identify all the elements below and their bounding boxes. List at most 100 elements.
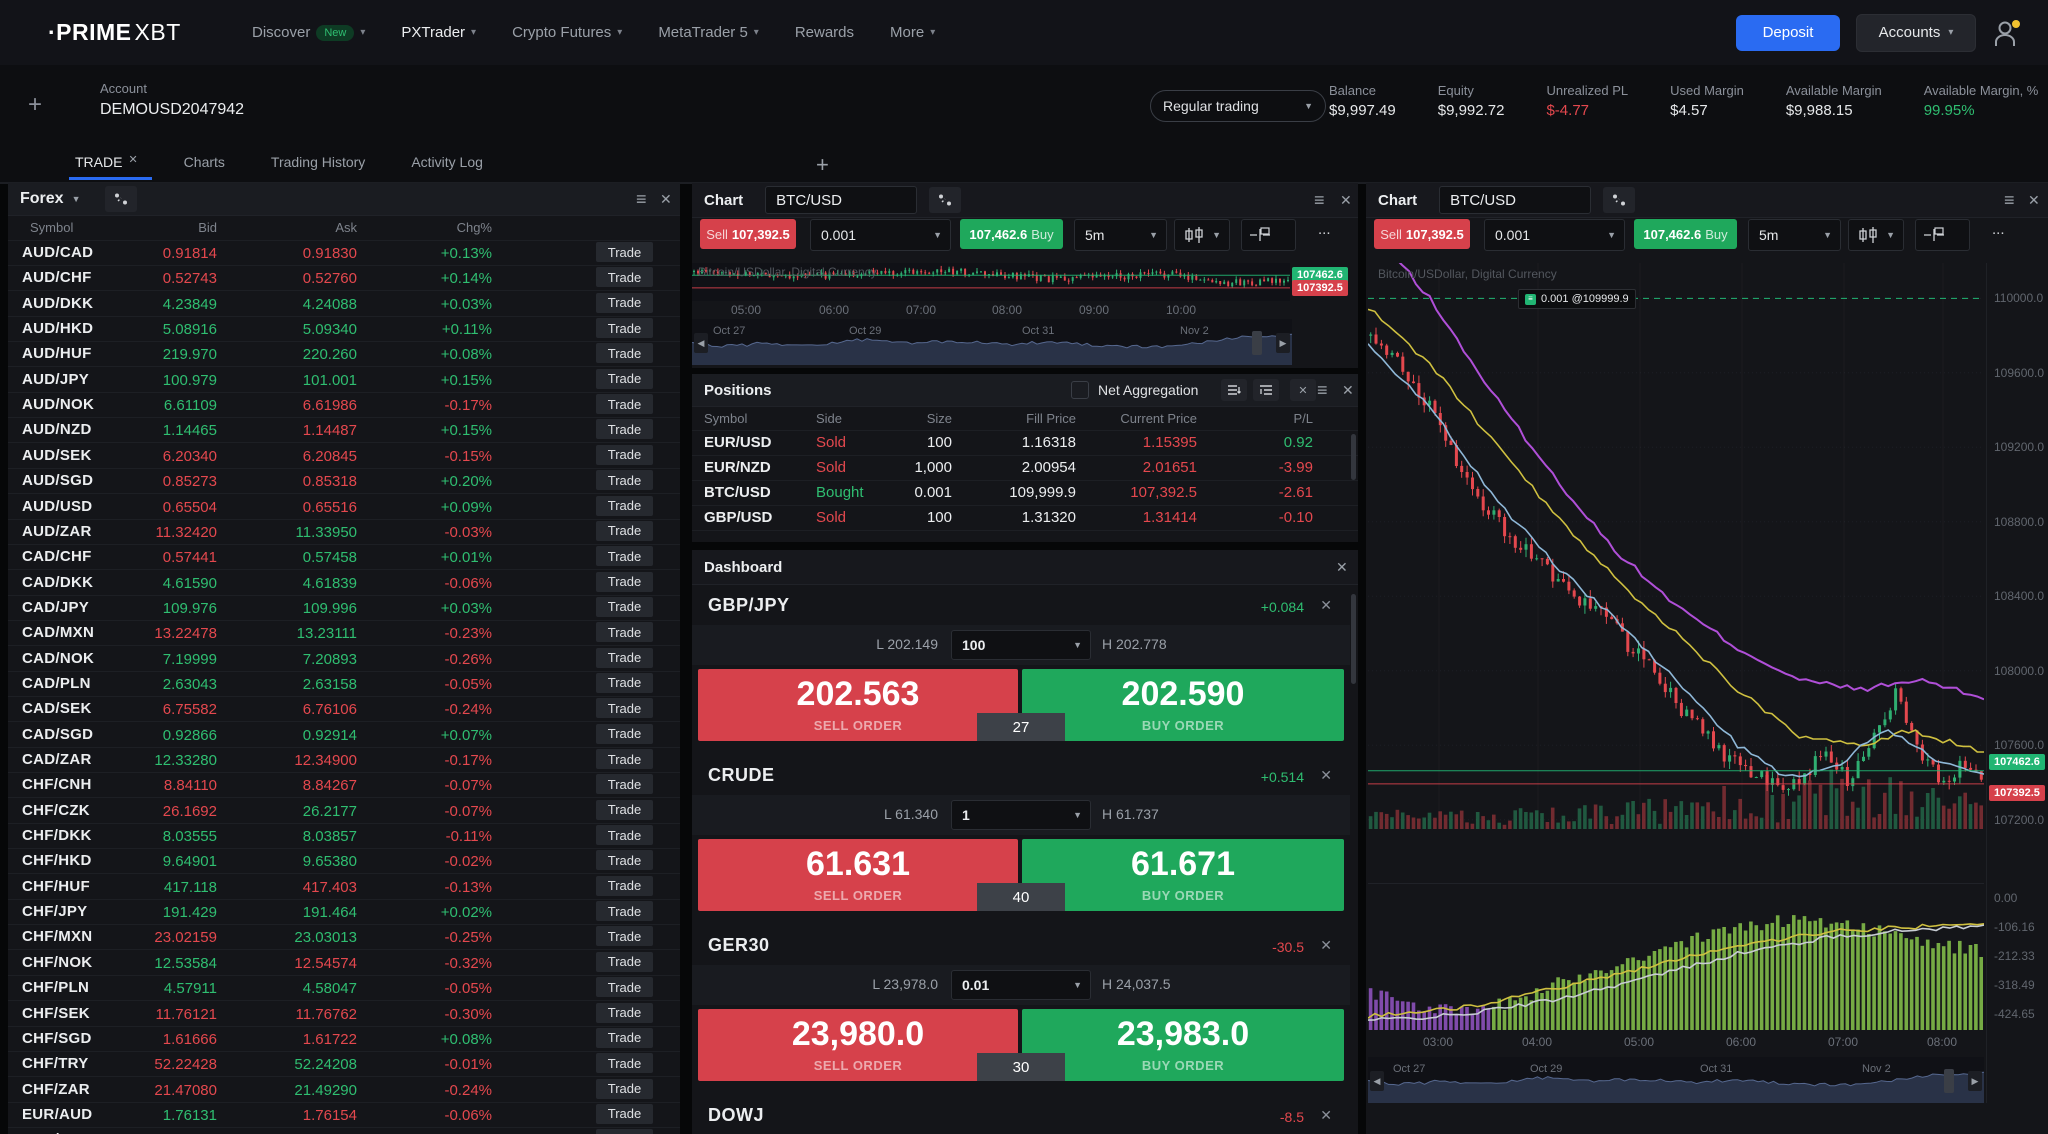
sell-button[interactable]: Sell 107,392.5 bbox=[1374, 219, 1470, 249]
navigator-left-arrow[interactable]: ◀ bbox=[694, 333, 708, 353]
trade-button[interactable]: Trade bbox=[596, 571, 653, 592]
positions-scrollbar[interactable] bbox=[1351, 434, 1356, 480]
trade-button[interactable]: Trade bbox=[596, 698, 653, 719]
table-row[interactable]: CHF/SGD 1.61666 1.61722 +0.08% Trade bbox=[8, 1026, 680, 1052]
symbol-link-icon[interactable] bbox=[104, 186, 137, 212]
widget-close-icon[interactable]: ✕ bbox=[1320, 767, 1332, 783]
nav-item-more[interactable]: More ▾ bbox=[890, 24, 935, 41]
dashboard-scrollbar[interactable] bbox=[1351, 594, 1356, 684]
table-row[interactable]: BTC/USD Bought 0.001 109,999.9 107,392.5 -2.6… bbox=[692, 480, 1358, 506]
navigator-left-arrow[interactable]: ◀ bbox=[1370, 1071, 1384, 1091]
panel-menu-icon[interactable]: ≡ bbox=[1314, 189, 1325, 210]
table-row[interactable]: AUD/NZD 1.14465 1.14487 +0.15% Trade bbox=[8, 417, 680, 444]
trade-button[interactable]: Trade bbox=[596, 520, 653, 541]
table-row[interactable]: CHF/CNH 8.84110 8.84267 -0.07% Trade bbox=[8, 772, 680, 799]
table-row[interactable]: CHF/SEK 11.76121 11.76762 -0.30% Trade bbox=[8, 1001, 680, 1027]
deposit-button[interactable]: Deposit bbox=[1736, 14, 1840, 51]
trade-button[interactable]: Trade bbox=[596, 368, 653, 389]
close-all-positions-icon[interactable]: ✕ bbox=[1290, 379, 1316, 401]
table-row[interactable]: CHF/CZK 26.1692 26.2177 -0.07% Trade bbox=[8, 798, 680, 824]
trade-button[interactable]: Trade bbox=[596, 749, 653, 769]
mini-candle-chart[interactable]: Bitcoin/USDollar, Digital Currency bbox=[692, 263, 1290, 301]
table-row[interactable]: CHF/MXN 23.02159 23.03013 -0.25% Trade bbox=[8, 924, 680, 951]
quantity-selector[interactable]: 100 ▼ bbox=[951, 630, 1091, 660]
table-row[interactable]: CAD/NOK 7.19999 7.20893 -0.26% Trade bbox=[8, 646, 680, 672]
trade-button[interactable]: Trade bbox=[596, 622, 653, 643]
order-line-style-selector[interactable] bbox=[1241, 219, 1296, 251]
table-row[interactable]: AUD/USD 0.65504 0.65516 +0.09% Trade bbox=[8, 494, 680, 520]
table-row[interactable]: AUD/HKD 5.08916 5.09340 +0.11% Trade bbox=[8, 316, 680, 343]
table-row[interactable]: CHF/HKD 9.64901 9.65380 -0.02% Trade bbox=[8, 848, 680, 875]
symbol-link-icon[interactable] bbox=[1603, 187, 1636, 213]
trading-mode-selector[interactable]: Regular trading ▼ bbox=[1150, 90, 1326, 122]
aggregate-list-icon[interactable] bbox=[1221, 379, 1247, 401]
trade-button[interactable]: Trade bbox=[596, 647, 653, 668]
table-row[interactable]: EUR/USD Sold 100 1.16318 1.15395 0.92 bbox=[692, 430, 1358, 456]
panel-close-icon[interactable]: ✕ bbox=[1336, 558, 1348, 575]
trade-button[interactable]: Trade bbox=[596, 267, 653, 288]
timeframe-selector[interactable]: 5m ▼ bbox=[1748, 219, 1841, 251]
navigator-right-arrow[interactable]: ▶ bbox=[1968, 1071, 1982, 1091]
tab-activity-log[interactable]: Activity Log bbox=[411, 154, 483, 180]
panel-menu-icon[interactable]: ≡ bbox=[636, 188, 647, 209]
table-row[interactable]: CAD/ZAR 12.33280 12.34900 -0.17% Trade bbox=[8, 747, 680, 773]
net-aggregation-checkbox[interactable] bbox=[1071, 381, 1089, 399]
col-chg[interactable]: Chg% bbox=[456, 220, 492, 235]
table-row[interactable]: CAD/SGD 0.92866 0.92914 +0.07% Trade bbox=[8, 722, 680, 748]
tab-close-icon[interactable]: ✕ bbox=[128, 154, 138, 166]
order-line-style-selector[interactable] bbox=[1915, 219, 1970, 251]
trade-button[interactable]: Trade bbox=[596, 1002, 653, 1023]
trade-button[interactable]: Trade bbox=[596, 546, 653, 567]
table-row[interactable]: CHF/HUF 417.118 417.403 -0.13% Trade bbox=[8, 874, 680, 900]
tab-trading-history[interactable]: Trading History bbox=[271, 154, 365, 180]
trade-button[interactable]: Trade bbox=[596, 672, 653, 693]
navigator-right-arrow[interactable]: ▶ bbox=[1276, 333, 1290, 353]
table-row[interactable]: AUD/JPY 100.979 101.001 +0.15% Trade bbox=[8, 367, 680, 393]
profile-button[interactable] bbox=[1992, 18, 2020, 48]
accounts-button[interactable]: Accounts ▾ bbox=[1856, 13, 1976, 52]
trade-button[interactable]: Trade bbox=[596, 825, 653, 846]
trade-button[interactable]: Trade bbox=[596, 394, 653, 415]
quantity-selector[interactable]: 0.001 ▼ bbox=[1484, 219, 1625, 251]
buy-button[interactable]: 107,462.6 Buy bbox=[1634, 219, 1737, 249]
quantity-selector[interactable]: 1 ▼ bbox=[951, 800, 1091, 830]
symbol-link-icon[interactable] bbox=[929, 187, 962, 213]
navigator-handle[interactable] bbox=[1944, 1069, 1954, 1093]
quantity-selector[interactable]: 0.001 ▼ bbox=[810, 219, 951, 251]
table-row[interactable]: AUD/CHF 0.52743 0.52760 +0.14% Trade bbox=[8, 265, 680, 292]
nav-item-pxtrader[interactable]: PXTrader ▾ bbox=[401, 24, 476, 41]
main-chart-navigator[interactable]: Oct 27 Oct 29 Oct 31 Nov 2 ◀ ▶ bbox=[1368, 1057, 1984, 1103]
quantity-selector[interactable]: 0.01 ▼ bbox=[951, 970, 1091, 1000]
table-row[interactable]: AUD/SEK 6.20340 6.20845 -0.15% Trade bbox=[8, 443, 680, 469]
sell-button[interactable]: Sell 107,392.5 bbox=[700, 219, 796, 249]
table-row[interactable]: CHF/NOK 12.53584 12.54574 -0.32% Trade bbox=[8, 950, 680, 976]
col-ask[interactable]: Ask bbox=[335, 220, 357, 235]
trade-button[interactable]: Trade bbox=[596, 1078, 653, 1099]
trade-button[interactable]: Trade bbox=[596, 799, 653, 820]
table-row[interactable]: CAD/CHF 0.57441 0.57458 +0.01% Trade bbox=[8, 544, 680, 571]
trade-button[interactable]: Trade bbox=[596, 343, 653, 364]
table-row[interactable]: AUD/DKK 4.23849 4.24088 +0.03% Trade bbox=[8, 291, 680, 317]
trade-button[interactable]: Trade bbox=[596, 1103, 653, 1124]
nav-item-metatrader-5[interactable]: MetaTrader 5 ▾ bbox=[658, 24, 759, 41]
trade-button[interactable]: Trade bbox=[596, 977, 653, 998]
panel-close-icon[interactable]: ✕ bbox=[1340, 191, 1352, 208]
table-row[interactable]: AUD/ZAR 11.32420 11.33950 -0.03% Trade bbox=[8, 519, 680, 545]
mini-chart-navigator[interactable]: Oct 27 Oct 29 Oct 31 Nov 2 ◀ ▶ bbox=[692, 319, 1292, 365]
navigator-handle[interactable] bbox=[1252, 331, 1262, 355]
trade-button[interactable]: Trade bbox=[596, 901, 653, 922]
watchlist-title[interactable]: Forex bbox=[20, 190, 64, 207]
panel-close-icon[interactable]: ✕ bbox=[660, 190, 672, 207]
main-indicator-chart[interactable] bbox=[1368, 883, 1984, 1030]
table-row[interactable]: EUR/CAD 1.61733 1.61749 -0.03% Trade bbox=[8, 1127, 680, 1134]
panel-close-icon[interactable]: ✕ bbox=[2028, 191, 2040, 208]
trade-button[interactable]: Trade bbox=[596, 596, 653, 617]
tab-charts[interactable]: Charts bbox=[184, 154, 225, 180]
timeframe-selector[interactable]: 5m ▼ bbox=[1074, 219, 1167, 251]
symbol-input[interactable] bbox=[765, 186, 918, 214]
table-row[interactable]: CHF/TRY 52.22428 52.24208 -0.01% Trade bbox=[8, 1051, 680, 1078]
trade-button[interactable]: Trade bbox=[596, 419, 653, 440]
table-row[interactable]: CAD/SEK 6.75582 6.76106 -0.24% Trade bbox=[8, 696, 680, 723]
col-pl[interactable]: P/L bbox=[1293, 411, 1313, 426]
toolbar-more-button[interactable]: ... bbox=[1992, 221, 2005, 238]
